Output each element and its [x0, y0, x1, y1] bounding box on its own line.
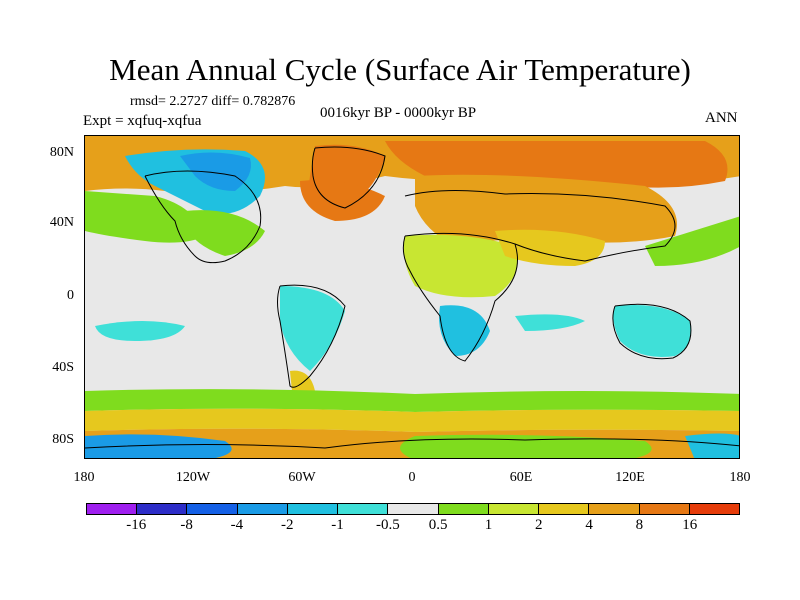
map-canvas: [85, 136, 739, 458]
season-label: ANN: [705, 110, 738, 126]
lon-tick-60e: 60E: [509, 470, 533, 485]
colorbar-swatch: [639, 504, 690, 514]
middle-east-yellow: [495, 229, 605, 266]
colorbar-label: -2: [280, 517, 294, 533]
lon-tick-180w: 180: [73, 470, 95, 485]
africa-yellowgreen: [403, 234, 518, 298]
australia-cooling: [613, 305, 691, 357]
ross-sea-cooling: [685, 433, 739, 458]
lon-tick-120w: 120W: [175, 470, 211, 485]
lon-tick-0: 0: [408, 470, 416, 485]
colorbar-swatch: [589, 504, 640, 514]
temperature-difference-map: [84, 135, 740, 459]
lat-tick-0: 0: [67, 288, 74, 303]
colorbar: [86, 503, 740, 515]
canada-deep-cooling: [180, 152, 251, 191]
colorbar-swatch: [539, 504, 590, 514]
lon-tick-180e: 180: [729, 470, 751, 485]
chart-title: Mean Annual Cycle (Surface Air Temperatu…: [109, 52, 691, 87]
colorbar-swatch: [287, 504, 339, 514]
lon-tick-60w: 60W: [288, 470, 316, 485]
colorbar-label: -0.5: [375, 517, 400, 533]
east-pacific-cyan: [95, 321, 185, 341]
eurasia-orange: [415, 174, 677, 246]
lat-tick-80s: 80S: [52, 432, 74, 447]
colorbar-swatch: [237, 504, 288, 514]
southern-ocean-green-band: [85, 389, 739, 412]
colorbar-label: -8: [180, 517, 193, 533]
southern-ocean-yellow-band: [85, 408, 739, 432]
east-antarctica-green: [400, 434, 652, 458]
colorbar-label: 1: [484, 517, 493, 533]
colorbar-label: 2: [535, 517, 543, 533]
colorbar-label: 0.5: [428, 517, 448, 533]
lat-tick-40s: 40S: [52, 360, 74, 375]
colorbar-label: -4: [230, 517, 244, 533]
colorbar-label: -1: [331, 517, 344, 533]
usa-green: [185, 210, 265, 256]
period-label: 0016kyr BP - 0000kyr BP: [320, 105, 477, 121]
north-atlantic-warming: [300, 180, 385, 221]
colorbar-swatch: [187, 504, 238, 514]
colorbar-label: 4: [585, 517, 593, 533]
experiment-label: Expt = xqfuq-xqfua: [83, 113, 202, 129]
colorbar-swatch: [338, 504, 389, 514]
colorbar-label: 16: [682, 517, 698, 533]
north-pacific-green: [85, 191, 205, 243]
colorbar-swatch: [388, 504, 439, 514]
lat-tick-80n: 80N: [49, 145, 74, 160]
colorbar-swatch: [137, 504, 188, 514]
south-america-cooling: [280, 286, 345, 371]
colorbar-label: 8: [635, 517, 644, 533]
coastlines: [85, 146, 739, 449]
colorbar-swatch: [488, 504, 540, 514]
colorbar-swatch: [689, 504, 740, 514]
antarctica-cooling: [85, 434, 232, 458]
colorbar-swatch: [87, 504, 138, 514]
colorbar-swatch: [438, 504, 489, 514]
east-pacific-green: [645, 216, 739, 266]
colorbar-label: -16: [126, 517, 147, 533]
lat-tick-40n: 40N: [49, 215, 74, 230]
indian-ocean-cyan: [515, 314, 585, 331]
rmsd-diff-stats: rmsd= 2.2727 diff= 0.782876: [130, 94, 296, 109]
lon-tick-120e: 120E: [615, 470, 645, 485]
